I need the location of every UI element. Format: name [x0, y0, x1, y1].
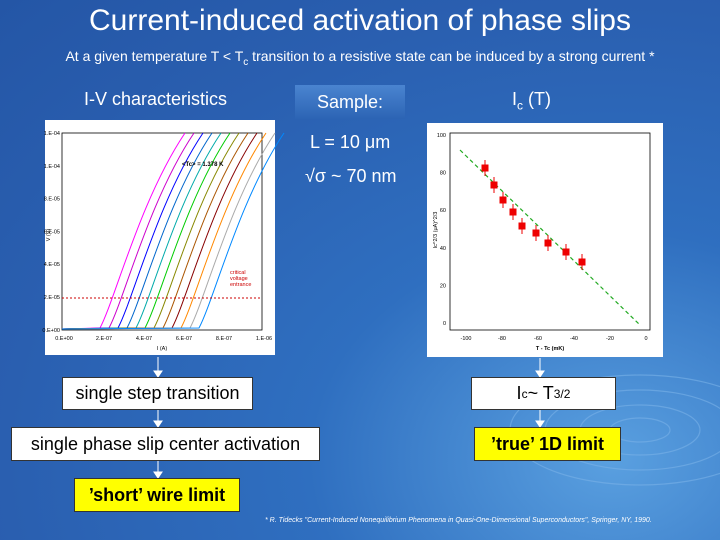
iv-curve: [61, 132, 276, 330]
iv-curves: [61, 132, 285, 330]
y-tick-label: 1.E-04: [44, 164, 60, 170]
y-tick-label: 100: [437, 133, 446, 139]
iv-curve: [61, 132, 231, 330]
footnote: * R. Tidecks "Current-Induced Nonequilib…: [265, 517, 652, 524]
subscript: c: [517, 98, 524, 113]
iv-curve: [61, 132, 204, 330]
iv-note: <Tc> = 1.378 K: [182, 162, 224, 168]
iv-label: I-V characteristics: [84, 89, 228, 109]
text: ~ T: [527, 383, 554, 403]
text: I: [512, 89, 518, 109]
subtitle: At a given temperature T < Tc transition…: [0, 48, 720, 68]
ic-points: [481, 160, 586, 270]
x-tick-label: 4.E-07: [136, 336, 152, 342]
iv-plot-bg: [45, 120, 275, 355]
ic-point: [544, 239, 552, 247]
ic-point: [578, 258, 586, 266]
title: Current-induced activation of phase slip…: [89, 4, 631, 37]
x-tick-label: 8.E-07: [216, 336, 232, 342]
text: (T): [523, 89, 551, 109]
sigma: √σ ~ 70 nm: [305, 166, 397, 186]
iv-curve: [61, 132, 195, 330]
ic-point: [562, 248, 570, 256]
subscript: c: [243, 56, 249, 68]
y-tick-label: 60: [440, 208, 446, 214]
x-axis-label: I (A): [157, 346, 168, 352]
y-tick-label: 2.E-05: [44, 295, 60, 301]
iv-annotation: critical voltage entrance: [230, 270, 252, 288]
y-axis-label: Ic^2/3 (μA)^2/3: [433, 212, 439, 249]
subtitle-text: At a given temperature T < T: [65, 48, 244, 64]
x-tick-label: 6.E-07: [176, 336, 192, 342]
y-tick-label: 4.E-05: [44, 262, 60, 268]
y-tick-label: 6.E-05: [44, 229, 60, 235]
x-tick-label: -40: [570, 336, 578, 342]
ic-point: [518, 222, 526, 230]
x-tick-label: 0: [644, 336, 647, 342]
iv-curve: [61, 132, 213, 330]
x-tick-label: -20: [606, 336, 614, 342]
iv-frame: [61, 132, 263, 331]
ic-frame: [449, 132, 651, 331]
iv-curve: [61, 132, 222, 330]
subscript: c: [521, 386, 528, 401]
sample-label: Sample:: [295, 85, 405, 119]
center-box: single phase slip center activation: [11, 427, 320, 461]
iv-curve: [61, 132, 285, 330]
true1d-box: ’true’ 1D limit: [474, 427, 621, 461]
x-tick-label: -80: [498, 336, 506, 342]
length: L = 10 μm: [310, 132, 391, 152]
subtitle-text: transition to a resistive state can be i…: [248, 48, 655, 64]
x-axis-label: T - Tc (mK): [536, 346, 564, 352]
y-tick-label: 8.E-05: [44, 197, 60, 203]
iv-curve: [61, 132, 267, 330]
y-tick-label: 0.E+00: [42, 328, 60, 334]
y-tick-label: 40: [440, 246, 446, 252]
x-tick-label: 0.E+00: [55, 336, 73, 342]
ic-point: [509, 208, 517, 216]
x-tick-label: 1.E-06: [256, 336, 272, 342]
y-axis-label: V (V): [46, 229, 52, 242]
y-tick-label: 0: [443, 321, 446, 327]
x-tick-label: -100: [460, 336, 471, 342]
short-box: ’short’ wire limit: [74, 478, 240, 512]
ic-point: [499, 196, 507, 204]
y-tick-label: 1.E-04: [44, 131, 60, 137]
iv-curve: [61, 132, 258, 330]
y-tick-label: 20: [440, 283, 446, 289]
ic-label: Ic (T): [512, 89, 551, 113]
x-tick-label: -60: [534, 336, 542, 342]
step-box: single step transition: [62, 377, 253, 410]
iv-curve: [61, 132, 240, 330]
text: I: [516, 383, 522, 403]
arrows: [153, 357, 545, 479]
ic-point: [532, 229, 540, 237]
superscript: 3/2: [553, 386, 571, 401]
ic-point: [481, 164, 489, 172]
x-tick-label: 2.E-07: [96, 336, 112, 342]
y-tick-label: 80: [440, 171, 446, 177]
ic-point: [490, 181, 498, 189]
iv-curve: [61, 132, 186, 330]
iv-curve: [61, 132, 249, 330]
